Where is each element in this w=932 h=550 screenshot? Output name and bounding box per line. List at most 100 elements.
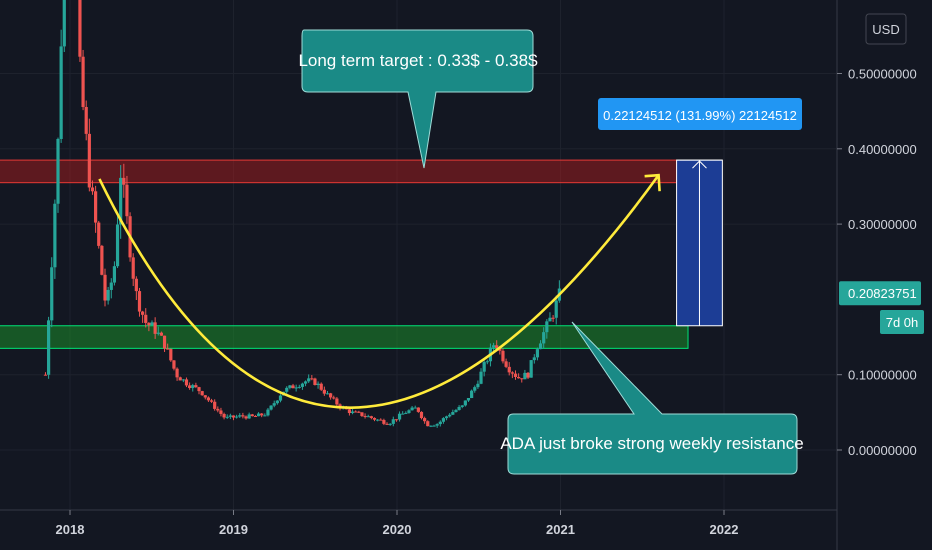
support-zone[interactable]: [0, 325, 689, 349]
candle-body: [62, 0, 66, 47]
candle-body: [153, 322, 157, 334]
candle-body: [250, 414, 254, 417]
candle-body: [222, 413, 226, 418]
time-axis-ticks: 2018 2019 2020 2021 2022: [56, 510, 739, 537]
candle-body: [548, 317, 552, 322]
candle-body: [432, 425, 436, 427]
candle-body: [94, 191, 98, 223]
candle-body: [275, 400, 279, 404]
candle-body: [56, 138, 60, 204]
candle-body: [97, 222, 101, 246]
candle-body: [166, 348, 170, 350]
candle-body: [197, 387, 201, 392]
candle-body: [526, 372, 530, 378]
candle-body: [194, 385, 198, 388]
candle-body: [50, 267, 54, 321]
timeframe-badge: 7d 0h: [880, 310, 924, 334]
candle-body: [241, 415, 245, 417]
candle-body: [294, 387, 298, 389]
candle-body: [216, 408, 220, 411]
candle-body: [376, 419, 380, 421]
currency-button[interactable]: USD: [865, 13, 907, 45]
candle-body: [372, 417, 377, 420]
candle-body: [504, 361, 508, 367]
x-tick-label: 2022: [710, 522, 739, 537]
candle-body: [84, 106, 88, 134]
candle-body: [335, 398, 339, 405]
candle-body: [231, 415, 236, 418]
candle-body: [141, 311, 145, 315]
candle-body: [357, 411, 361, 413]
candle-body: [137, 291, 142, 312]
time-axis[interactable]: 2018 2019 2020 2021 2022: [0, 509, 837, 537]
candle-body: [438, 421, 442, 425]
candle-body: [495, 345, 499, 348]
target-callout[interactable]: Long term target : 0.33$ - 0.38$: [298, 29, 538, 169]
candle-body: [535, 349, 540, 358]
candle-body: [213, 401, 217, 409]
candle-body: [260, 413, 264, 416]
candle-body: [122, 177, 126, 185]
y-tick-label: 0.50000000: [848, 67, 917, 82]
y-tick-label: 0.30000000: [848, 217, 917, 232]
candle-body: [175, 368, 179, 378]
candle-body: [313, 378, 317, 385]
candle-body: [253, 416, 258, 418]
candle-body: [363, 415, 367, 417]
candle-body: [53, 203, 57, 268]
candle-body: [385, 423, 389, 425]
candle-body: [181, 379, 185, 381]
price-axis[interactable]: 0.50000000 0.40000000 0.30000000 0.10000000…: [836, 0, 924, 550]
candle-body: [266, 409, 270, 416]
target-callout-bubble: [301, 29, 534, 169]
price-axis-ticks: 0.50000000 0.40000000 0.30000000 0.10000000…: [837, 67, 917, 458]
candle-body: [491, 345, 496, 348]
candle-body: [162, 335, 167, 349]
currency-button-label: USD: [872, 22, 899, 37]
candle-body: [235, 416, 239, 418]
timeframe-badge-text: 7d 0h: [886, 315, 919, 330]
candle-body: [426, 421, 430, 427]
candle-body: [90, 187, 95, 192]
candle-body: [303, 381, 308, 384]
cup-curve[interactable]: [98, 174, 660, 409]
candle-body: [81, 56, 85, 107]
candle-body: [457, 406, 461, 411]
candle-body: [463, 400, 467, 406]
candle-body: [156, 332, 160, 334]
candle-body: [360, 412, 364, 416]
candle-body: [169, 348, 173, 361]
candle-body: [388, 423, 392, 425]
candle-body: [316, 383, 320, 385]
candle-body: [416, 407, 420, 412]
candle-body: [448, 414, 452, 417]
resistance-callout[interactable]: ADA just broke strong weekly resistance: [500, 321, 804, 475]
y-tick-label: 0.40000000: [848, 142, 917, 157]
candle-body: [523, 372, 527, 380]
candle-body: [125, 184, 129, 217]
candle-body: [288, 385, 292, 388]
candle-body: [43, 374, 48, 376]
candle-body: [366, 416, 370, 418]
x-tick-label: 2019: [219, 522, 248, 537]
candle-body: [106, 289, 110, 301]
candle-body: [209, 400, 214, 402]
candle-body: [423, 418, 427, 422]
candle-body: [498, 347, 502, 351]
x-tick-label: 2020: [383, 522, 412, 537]
candle-body: [319, 383, 323, 390]
curve-arrowhead: [644, 173, 661, 192]
candle-body: [119, 177, 123, 225]
candle-body: [263, 415, 267, 417]
y-tick-label: 0.00000000: [848, 443, 917, 458]
candle-body: [470, 390, 474, 399]
candle-body: [542, 332, 546, 344]
candle-body: [244, 416, 248, 419]
candle-body: [200, 391, 204, 396]
candle-body: [310, 378, 314, 380]
candle-body: [100, 245, 104, 275]
candle-body: [256, 413, 261, 417]
resistance-zone[interactable]: [0, 159, 678, 184]
x-tick-label: 2021: [546, 522, 575, 537]
